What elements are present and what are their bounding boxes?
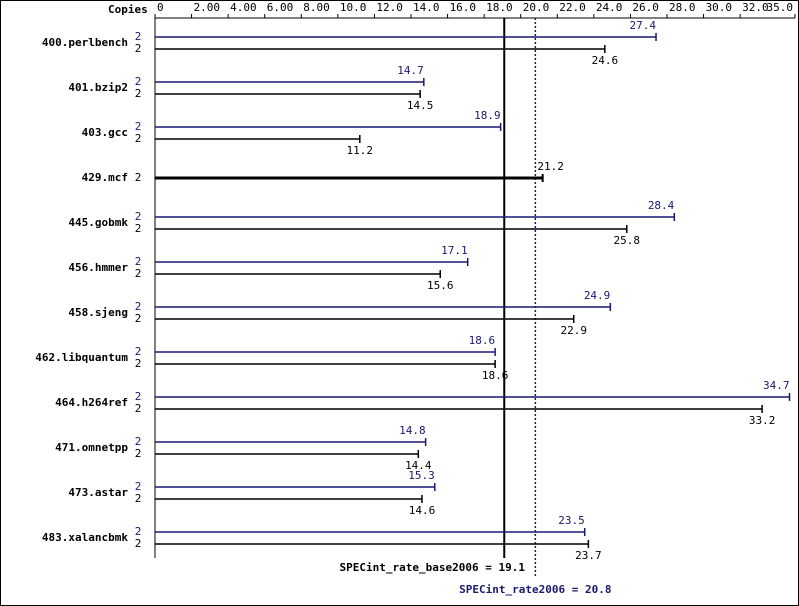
reference-label: SPECint_rate_base2006 = 19.1 [340, 561, 526, 574]
value-label: 25.8 [614, 234, 641, 247]
value-label: 14.4 [405, 459, 432, 472]
x-tick-label: 35.0 [767, 1, 794, 14]
copies-label: 2 [135, 300, 142, 313]
benchmark-label: 471.omnetpp [55, 441, 128, 454]
copies-label: 2 [135, 435, 142, 448]
copies-label: 2 [135, 210, 142, 223]
benchmark-label: 483.xalancbmk [42, 531, 128, 544]
benchmark-label: 400.perlbench [42, 36, 128, 49]
value-label: 15.3 [408, 469, 435, 482]
x-tick-label: 12.0 [376, 1, 403, 14]
value-label: 23.5 [558, 514, 585, 527]
benchmark-label: 456.hmmer [68, 261, 128, 274]
copies-label: 2 [135, 402, 142, 415]
copies-label: 2 [135, 525, 142, 538]
x-tick-label: 20.0 [523, 1, 550, 14]
x-tick-label: 0 [157, 1, 164, 14]
copies-label: 2 [135, 480, 142, 493]
value-label: 15.6 [427, 279, 454, 292]
x-tick-label: 18.0 [486, 1, 512, 14]
value-label: 18.6 [469, 334, 496, 347]
copies-label: 2 [135, 42, 142, 55]
value-label: 33.2 [749, 414, 776, 427]
copies-label: 2 [135, 537, 142, 550]
value-label: 14.5 [407, 99, 434, 112]
value-label: 18.6 [482, 369, 509, 382]
value-label: 34.7 [763, 379, 790, 392]
value-label: 27.4 [630, 19, 657, 32]
x-tick-label: 22.0 [559, 1, 586, 14]
x-tick-label: 6.00 [267, 1, 294, 14]
copies-label: 2 [135, 357, 142, 370]
copies-label: 2 [135, 87, 142, 100]
copies-label: 2 [135, 132, 142, 145]
value-label: 14.8 [399, 424, 426, 437]
value-label: 14.7 [397, 64, 424, 77]
x-tick-label: 2.00 [194, 1, 221, 14]
x-tick-label: 8.00 [303, 1, 330, 14]
copies-header: Copies [108, 3, 148, 16]
x-tick-label: 4.00 [230, 1, 257, 14]
x-tick-label: 28.0 [669, 1, 696, 14]
value-label: 22.9 [560, 324, 587, 337]
copies-label: 2 [135, 447, 142, 460]
copies-label: 2 [135, 222, 142, 235]
copies-label: 2 [135, 120, 142, 133]
value-label: 14.6 [409, 504, 436, 517]
x-tick-label: 10.0 [340, 1, 367, 14]
value-label: 21.2 [537, 160, 564, 173]
value-label: 23.7 [575, 549, 602, 562]
copies-label: 2 [135, 75, 142, 88]
reference-label: SPECint_rate2006 = 20.8 [459, 583, 611, 596]
value-label: 17.1 [441, 244, 468, 257]
value-label: 11.2 [347, 144, 374, 157]
benchmark-label: 464.h264ref [55, 396, 128, 409]
value-label: 24.6 [592, 54, 619, 67]
x-tick-label: 26.0 [632, 1, 659, 14]
copies-label: 2 [135, 345, 142, 358]
benchmark-label: 401.bzip2 [68, 81, 128, 94]
copies-label: 2 [135, 492, 142, 505]
value-label: 28.4 [648, 199, 675, 212]
copies-label: 2 [135, 390, 142, 403]
x-tick-label: 16.0 [450, 1, 477, 14]
benchmark-label: 473.astar [68, 486, 128, 499]
value-label: 24.9 [584, 289, 611, 302]
benchmark-label: 458.sjeng [68, 306, 128, 319]
copies-label: 2 [135, 267, 142, 280]
benchmark-label: 403.gcc [82, 126, 128, 139]
copies-label: 2 [135, 171, 142, 184]
copies-label: 2 [135, 312, 142, 325]
benchmark-label: 429.mcf [82, 171, 128, 184]
x-tick-label: 30.0 [706, 1, 733, 14]
benchmark-label: 445.gobmk [68, 216, 128, 229]
x-tick-label: 32.0 [742, 1, 769, 14]
x-tick-label: 24.0 [596, 1, 623, 14]
benchmark-label: 462.libquantum [35, 351, 128, 364]
copies-label: 2 [135, 30, 142, 43]
copies-label: 2 [135, 255, 142, 268]
value-label: 18.9 [474, 109, 501, 122]
x-tick-label: 14.0 [413, 1, 440, 14]
